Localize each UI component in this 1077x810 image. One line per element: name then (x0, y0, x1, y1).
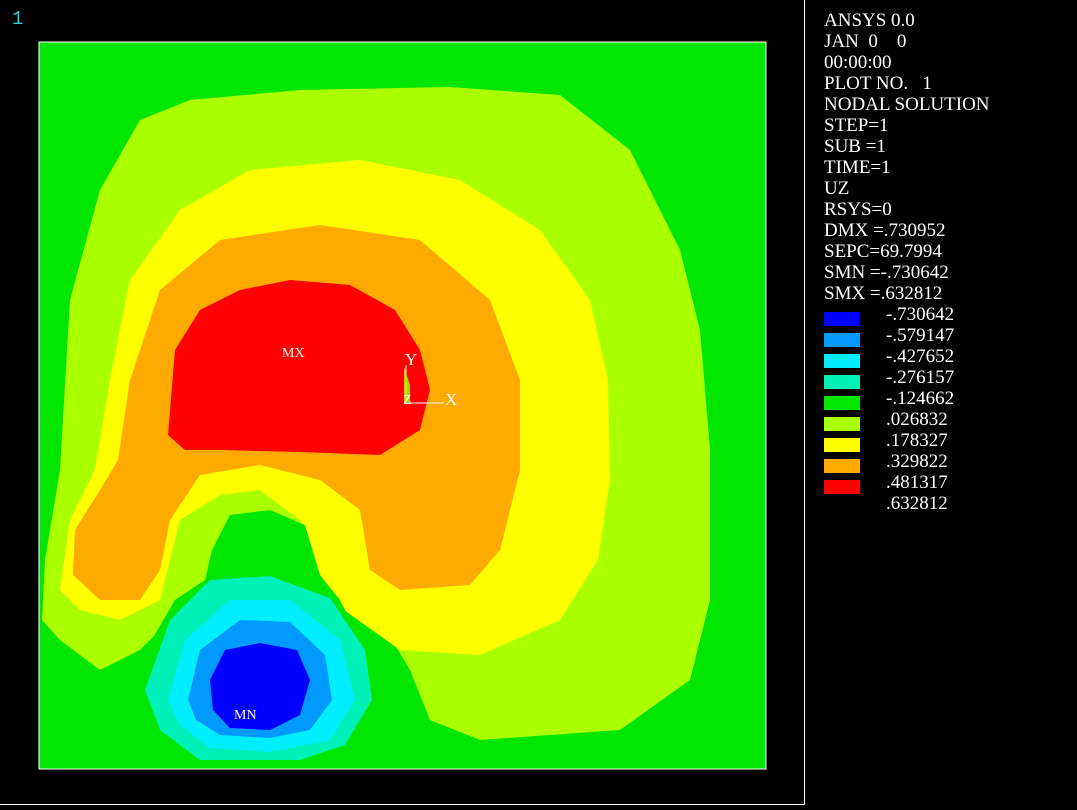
triad-y-label: Y (405, 350, 417, 369)
legend-swatch (824, 354, 860, 368)
info-line: SMX =.632812 (824, 283, 943, 304)
legend-label: -.579147 (886, 325, 955, 346)
legend-label: .178327 (886, 430, 948, 451)
info-line: SUB =1 (824, 136, 886, 157)
legend-swatch (824, 375, 860, 389)
legend-swatch (824, 333, 860, 347)
legend-label: .329822 (886, 451, 948, 472)
legend-entry: .178327 (824, 430, 1074, 452)
contour-plot[interactable]: Y X Z MX MN (0, 0, 805, 805)
legend-max-label: .632812 (886, 493, 948, 514)
legend-label: -.730642 (886, 304, 955, 325)
plot-info-panel: ANSYS 0.0 JAN 0 0 00:00:00 PLOT NO. 1 NODAL … (824, 10, 990, 304)
info-line: RSYS=0 (824, 199, 892, 220)
info-line: ANSYS 0.0 (824, 10, 915, 31)
legend-label: .026832 (886, 409, 948, 430)
legend-label: -.276157 (886, 367, 955, 388)
legend-entry: -.124662 (824, 388, 1074, 410)
info-line: DMX =.730952 (824, 220, 946, 241)
legend-label: -.427652 (886, 346, 955, 367)
legend-label: .481317 (886, 472, 948, 493)
plot-window-frame (0, 0, 805, 805)
legend-entry: -.427652 (824, 346, 1074, 368)
info-line: NODAL SOLUTION (824, 94, 990, 115)
legend-label: -.124662 (886, 388, 955, 409)
legend-entry: -.579147 (824, 325, 1074, 347)
triad-x-label: X (445, 390, 457, 409)
info-line: STEP=1 (824, 115, 889, 136)
max-marker: MX (282, 346, 305, 361)
legend-swatch (824, 396, 860, 410)
legend-entry: -.730642 (824, 304, 1074, 326)
contour-band-red (168, 280, 430, 455)
legend-swatch (824, 312, 860, 326)
info-line: SEPC=69.7994 (824, 241, 942, 262)
info-line: UZ (824, 178, 850, 199)
info-line: JAN 0 0 (824, 31, 907, 52)
info-line: TIME=1 (824, 157, 891, 178)
contour-band-blue (210, 643, 310, 730)
info-line: SMN =-.730642 (824, 262, 949, 283)
legend-swatch (824, 438, 860, 452)
legend-entry: -.276157 (824, 367, 1074, 389)
info-line: PLOT NO. 1 (824, 73, 932, 94)
min-marker: MN (234, 708, 257, 723)
coordinate-triad (404, 365, 444, 404)
legend-swatch (824, 459, 860, 473)
legend-entry: .026832 (824, 409, 1074, 431)
info-line: 00:00:00 (824, 52, 892, 73)
legend-swatch (824, 480, 860, 494)
legend-entry: .481317 (824, 472, 1074, 494)
legend-swatch (824, 417, 860, 431)
legend-entry: .329822 (824, 451, 1074, 473)
triad-z-label: Z (403, 393, 412, 408)
window-number: 1 (12, 8, 24, 30)
